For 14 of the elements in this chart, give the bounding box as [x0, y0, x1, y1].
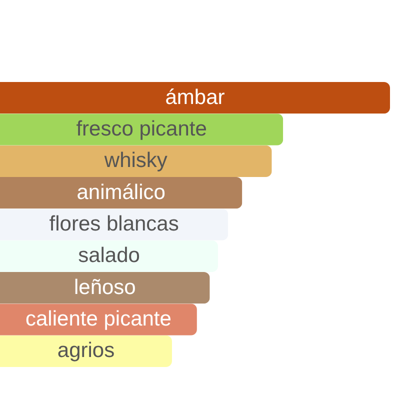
y-tick-label: salado: [78, 244, 140, 268]
y-tick-label: whisky: [103, 149, 168, 172]
y-tick-label: fresco picante: [76, 118, 207, 140]
bar: [0, 145, 272, 177]
y-tick-label: leñoso: [74, 276, 136, 299]
y-tick-label: ámbar: [165, 86, 225, 109]
y-tick-label: flores blancas: [49, 212, 179, 236]
bar: [0, 272, 210, 304]
y-tick-label: animálico: [76, 180, 166, 204]
y-tick-label: agrios: [57, 339, 115, 362]
bar: [0, 82, 390, 114]
y-tick-label: caliente picante: [26, 308, 172, 330]
bar: [0, 335, 172, 367]
bar: [0, 177, 242, 209]
